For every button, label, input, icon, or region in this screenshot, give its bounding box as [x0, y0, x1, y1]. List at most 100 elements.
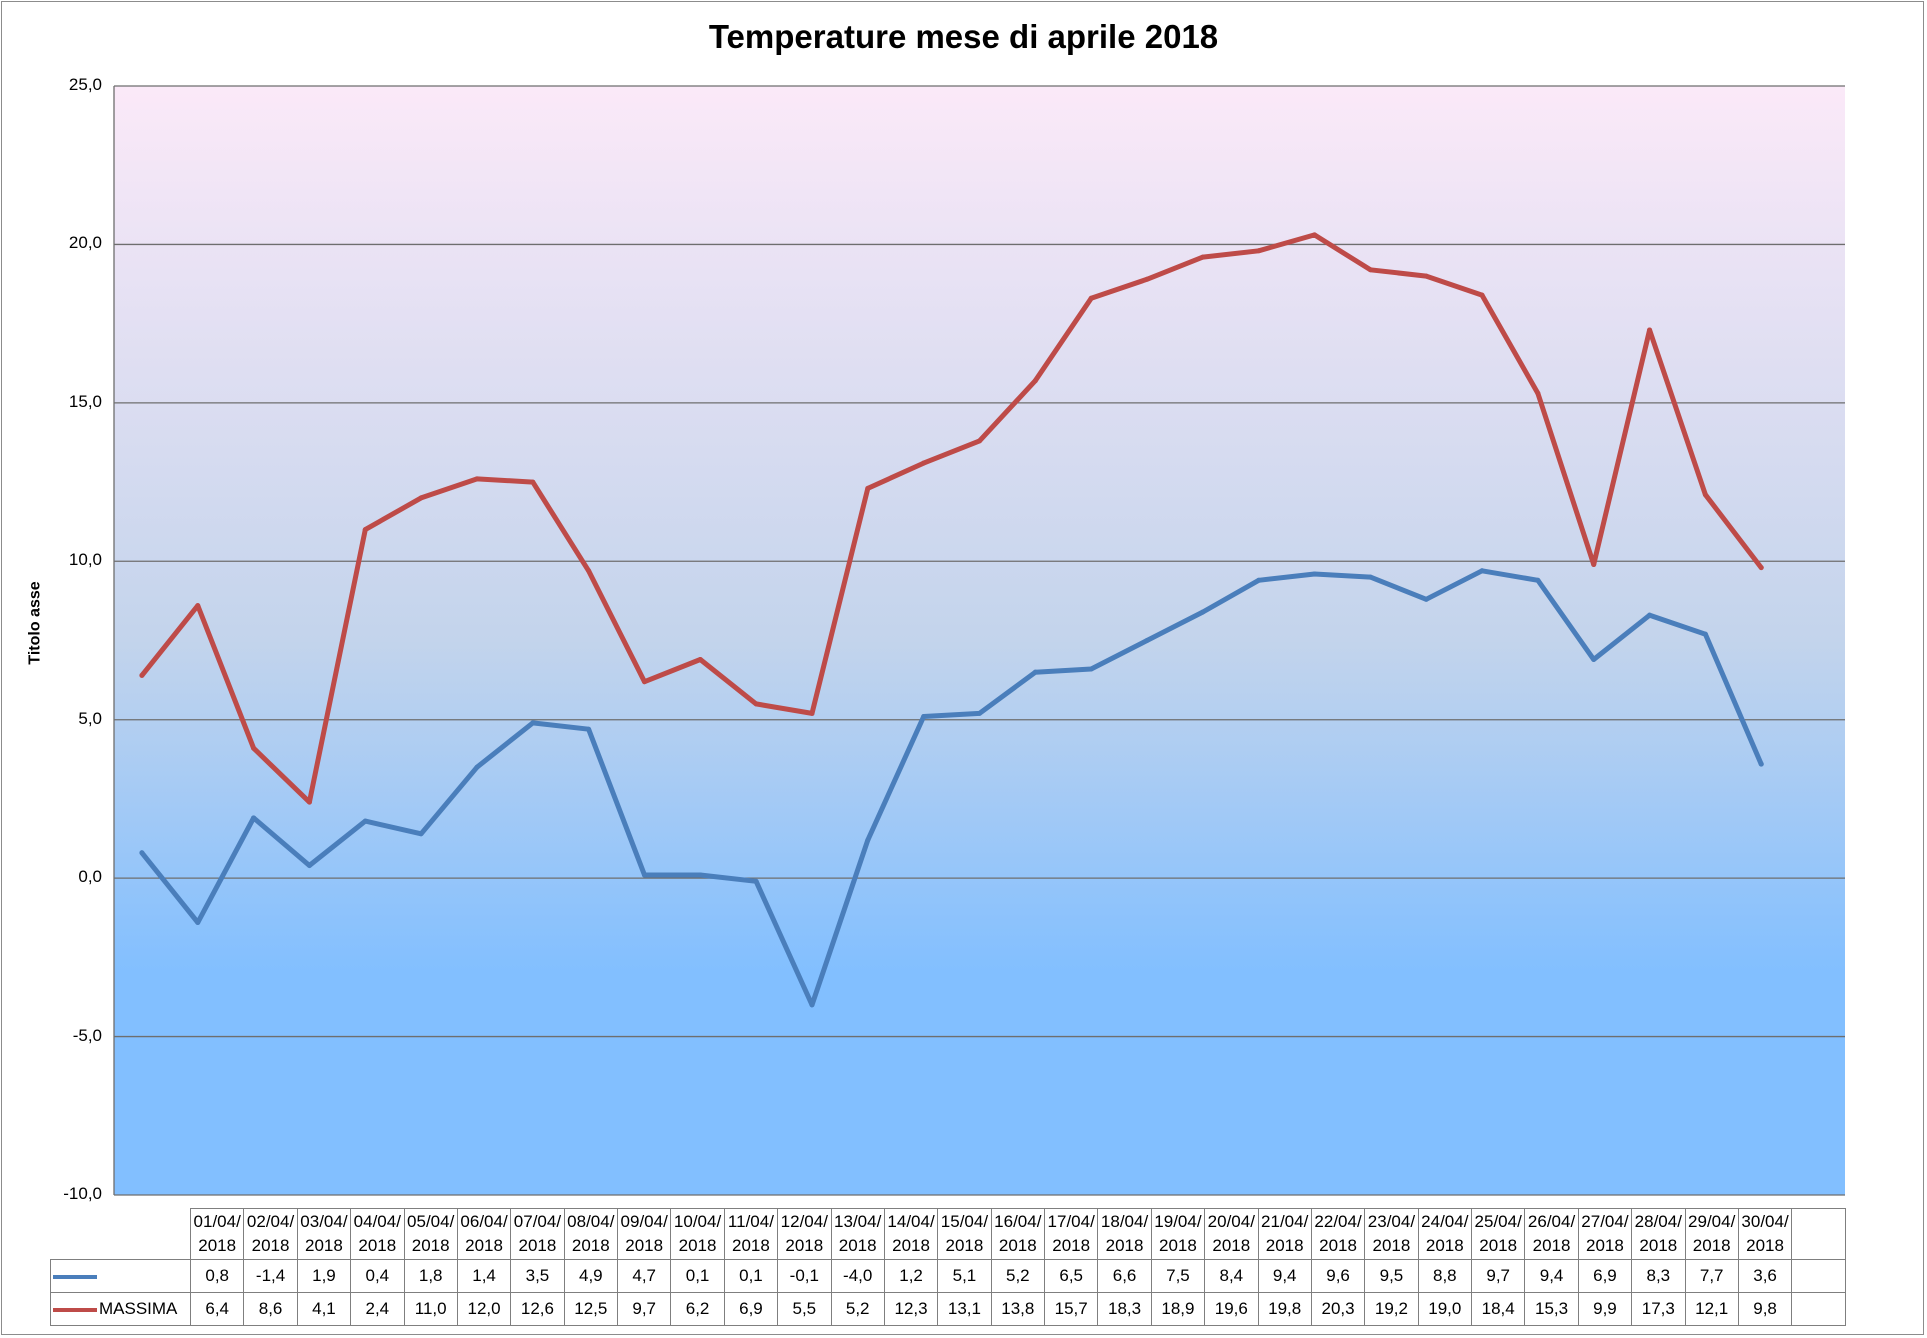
data-point — [418, 831, 424, 837]
empty-cell — [1791, 1292, 1846, 1326]
gridlines — [113, 85, 1845, 1196]
data-point — [1479, 568, 1485, 574]
table-corner — [51, 1209, 191, 1260]
category-label: 28/04/2018 — [1631, 1208, 1686, 1260]
data-point — [1758, 761, 1764, 767]
data-point — [1200, 254, 1206, 260]
data-table: 01/04/2018 02/04/2018 03/04/2018 04/04/2018… — [50, 1208, 1846, 1326]
empty-cell — [1791, 1259, 1846, 1293]
data-label: 9,6 — [1310, 1259, 1366, 1293]
data-label: -0,1 — [777, 1259, 832, 1293]
data-point — [1479, 292, 1485, 298]
data-label: 1,4 — [456, 1259, 512, 1293]
data-label: 4,7 — [616, 1259, 672, 1293]
series-line-1 — [139, 568, 1764, 1008]
data-point — [641, 872, 647, 878]
data-label: 9,5 — [1364, 1259, 1419, 1293]
data-label: 6,9 — [1577, 1259, 1633, 1293]
data-point — [306, 862, 312, 868]
data-point — [1535, 390, 1541, 396]
data-label: 4,1 — [296, 1292, 352, 1326]
data-label: 11,0 — [403, 1292, 458, 1326]
data-label: 9,9 — [1577, 1292, 1633, 1326]
data-point — [977, 710, 982, 716]
data-point — [1591, 561, 1597, 567]
data-label: 4,9 — [563, 1259, 619, 1293]
data-label: 8,6 — [243, 1292, 298, 1326]
data-label: 8,3 — [1631, 1259, 1686, 1293]
data-label: 3,6 — [1737, 1259, 1793, 1293]
data-label: 2,4 — [350, 1292, 405, 1326]
category-label: 01/04/2018 — [189, 1208, 245, 1260]
data-label: 5,2 — [830, 1292, 885, 1326]
data-point — [195, 603, 201, 609]
data-point — [139, 850, 145, 856]
data-label: 6,9 — [723, 1292, 779, 1326]
category-label: 22/04/2018 — [1310, 1208, 1366, 1260]
category-label: 02/04/2018 — [243, 1208, 298, 1260]
data-label: 0,1 — [723, 1259, 779, 1293]
data-label: 15,3 — [1524, 1292, 1579, 1326]
data-point — [418, 495, 424, 501]
data-point — [1535, 577, 1541, 583]
data-point — [753, 701, 759, 707]
data-label: 6,6 — [1097, 1259, 1152, 1293]
table-row: 0,8 -1,4 1,9 0,4 1,8 1,4 3,5 4,9 4,7 0,1 0,1 -0,1 -4… — [50, 1259, 1846, 1293]
data-point — [1758, 565, 1764, 571]
y-tick-label: 20,0 — [68, 233, 102, 253]
data-point — [1367, 574, 1373, 580]
data-point — [586, 726, 592, 732]
data-label: 9,4 — [1524, 1259, 1579, 1293]
data-label: 12,5 — [563, 1292, 619, 1326]
data-label: 12,6 — [510, 1292, 565, 1326]
data-point — [809, 1002, 815, 1008]
category-label: 14/04/2018 — [883, 1208, 939, 1260]
category-label: 17/04/2018 — [1043, 1208, 1099, 1260]
series-line-2 — [139, 232, 1764, 805]
data-point — [251, 815, 257, 821]
data-label: 9,4 — [1257, 1259, 1312, 1293]
data-label: 0,1 — [670, 1259, 725, 1293]
data-point — [474, 476, 480, 482]
legend-label: MASSIMA — [99, 1299, 178, 1318]
y-tick-label: 5,0 — [78, 708, 102, 728]
data-label: 6,5 — [1043, 1259, 1099, 1293]
category-label: 12/04/2018 — [777, 1208, 832, 1260]
category-label: 21/04/2018 — [1257, 1208, 1312, 1260]
data-label: 18,9 — [1150, 1292, 1206, 1326]
data-point — [1032, 378, 1038, 384]
data-label: 5,2 — [990, 1259, 1046, 1293]
data-point — [697, 657, 703, 663]
y-tick-label: 25,0 — [68, 75, 102, 94]
data-label: 18,3 — [1097, 1292, 1152, 1326]
data-label: 8,4 — [1204, 1259, 1259, 1293]
data-label: 0,8 — [189, 1259, 245, 1293]
category-label: 10/04/2018 — [670, 1208, 725, 1260]
data-label: 8,8 — [1417, 1259, 1473, 1293]
data-label: 18,4 — [1470, 1292, 1526, 1326]
series-layer — [139, 232, 1764, 1008]
data-point — [1423, 596, 1429, 602]
data-label: 12,0 — [456, 1292, 512, 1326]
legend-key — [53, 1274, 97, 1279]
data-point — [1144, 276, 1150, 282]
data-label: 9,7 — [1470, 1259, 1526, 1293]
data-label: 13,1 — [937, 1292, 992, 1326]
y-tick-label: 10,0 — [68, 550, 102, 570]
table-row: MASSIMA 6,4 8,6 4,1 2,4 11,0 12,0 12,6 12,5 9,7 6,… — [50, 1292, 1846, 1326]
data-point — [1032, 669, 1038, 675]
data-label: 1,9 — [296, 1259, 352, 1293]
y-tick-label: 15,0 — [68, 391, 102, 411]
data-point — [306, 799, 312, 805]
data-label: 12,3 — [883, 1292, 939, 1326]
data-label: 3,5 — [510, 1259, 565, 1293]
data-label: 1,2 — [883, 1259, 939, 1293]
data-point — [474, 764, 480, 770]
data-label: 19,2 — [1364, 1292, 1419, 1326]
data-point — [1312, 232, 1318, 238]
category-label: 06/04/2018 — [456, 1208, 512, 1260]
data-point — [251, 745, 257, 751]
data-point — [921, 460, 927, 466]
data-label: 20,3 — [1310, 1292, 1366, 1326]
data-point — [1200, 609, 1206, 615]
